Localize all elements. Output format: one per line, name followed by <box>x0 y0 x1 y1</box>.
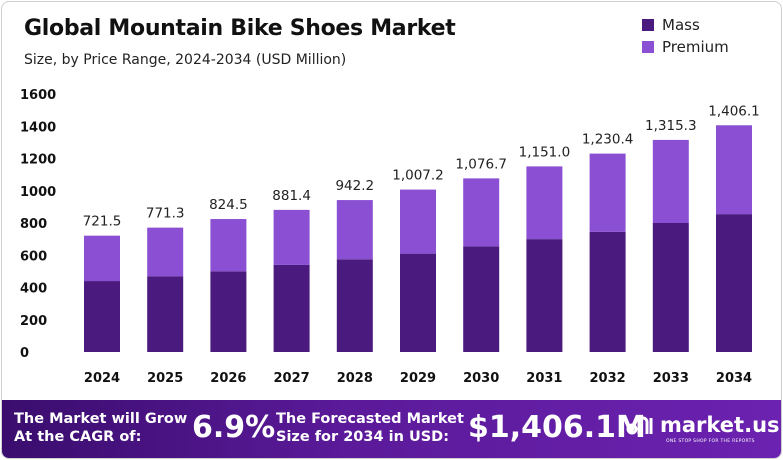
legend-swatch-mass <box>642 19 654 31</box>
x-tick-label-2026: 2026 <box>210 371 246 386</box>
bar-total-label-2034: 1,406.1 <box>708 103 760 119</box>
chart-title: Global Mountain Bike Shoes Market <box>24 16 456 41</box>
x-tick-label-2032: 2032 <box>590 371 626 386</box>
y-tick-label: 200 <box>20 314 47 329</box>
bar-premium-2029 <box>400 189 436 254</box>
legend-label-premium: Premium <box>662 38 729 56</box>
bar-premium-2027 <box>273 209 310 265</box>
bar-total-label-2027: 881.4 <box>272 188 311 204</box>
x-tick-label-2024: 2024 <box>84 371 120 386</box>
bar-total-label-2028: 942.2 <box>335 178 374 194</box>
x-tick-label-2025: 2025 <box>147 371 183 386</box>
bar-mass-2031 <box>526 239 563 352</box>
bar-mass-2024 <box>84 281 120 352</box>
x-tick-label-2033: 2033 <box>653 371 689 386</box>
bar-total-label-2029: 1,007.2 <box>392 168 444 184</box>
bar-total-label-2031: 1,151.0 <box>519 144 571 160</box>
bar-mass-2030 <box>463 246 500 352</box>
legend-label-mass: Mass <box>662 16 700 34</box>
bar-premium-2032 <box>589 153 626 232</box>
y-tick-label: 1600 <box>20 88 56 103</box>
bar-premium-2031 <box>526 166 563 240</box>
bar-premium-2024 <box>84 235 120 282</box>
y-tick-label: 800 <box>20 217 47 232</box>
bar-total-label-2025: 771.3 <box>146 206 185 222</box>
bar-mass-2025 <box>147 276 184 352</box>
bar-mass-2033 <box>652 223 689 352</box>
bar-total-label-2024: 721.5 <box>83 214 122 230</box>
bar-premium-2025 <box>147 227 184 277</box>
bar-premium-2034 <box>716 125 752 215</box>
x-tick-label-2029: 2029 <box>400 371 436 386</box>
cagr-label: The Market will Grow At the CAGR of: <box>14 411 188 445</box>
y-tick-label: 400 <box>20 282 47 297</box>
logo-tagline: ONE STOP SHOP FOR THE REPORTS <box>666 439 755 444</box>
legend: Mass Premium <box>642 14 729 58</box>
legend-swatch-premium <box>642 41 654 53</box>
bar-mass-2032 <box>589 231 626 352</box>
bar-premium-2026 <box>210 219 247 272</box>
cagr-value: 6.9% <box>192 410 276 445</box>
bar-mass-2034 <box>716 214 752 352</box>
market-us-logo-icon <box>626 416 653 435</box>
footer-banner: The Market will Grow At the CAGR of: 6.9… <box>2 400 781 458</box>
chart-subtitle: Size, by Price Range, 2024-2034 (USD Mil… <box>24 52 347 68</box>
legend-item-mass: Mass <box>642 14 729 36</box>
bar-mass-2029 <box>400 253 436 352</box>
forecast-value: $1,406.1M <box>468 410 646 445</box>
bar-premium-2030 <box>463 178 500 247</box>
bar-premium-2033 <box>652 139 689 223</box>
y-tick-label: 1000 <box>20 185 56 200</box>
bar-premium-2028 <box>336 200 373 260</box>
forecast-label: The Forecasted Market Size for 2034 in U… <box>276 411 464 445</box>
x-tick-label-2034: 2034 <box>716 371 752 386</box>
y-tick-label: 600 <box>20 249 47 264</box>
y-tick-label: 1200 <box>20 153 56 168</box>
bar-total-label-2030: 1,076.7 <box>455 156 507 172</box>
x-tick-label-2028: 2028 <box>337 371 373 386</box>
legend-item-premium: Premium <box>642 36 729 58</box>
x-tick-label-2031: 2031 <box>526 371 562 386</box>
logo-text: market.us <box>660 413 780 437</box>
bar-total-label-2026: 824.5 <box>209 197 248 213</box>
bar-mass-2026 <box>210 271 247 352</box>
x-tick-label-2027: 2027 <box>274 371 310 386</box>
x-tick-label-2030: 2030 <box>463 371 499 386</box>
bar-mass-2027 <box>273 264 310 352</box>
bar-total-label-2032: 1,230.4 <box>582 132 634 148</box>
bar-mass-2028 <box>336 259 373 352</box>
y-tick-label: 1400 <box>20 120 56 135</box>
bar-total-label-2033: 1,315.3 <box>645 118 697 134</box>
bar-chart: 1600 1400 1200 1000 800 600 400 200 0 721.5 2024 77… <box>20 88 760 386</box>
y-tick-label: 0 <box>20 346 29 361</box>
market-us-logo: market.us ONE STOP SHOP FOR THE REPORTS <box>626 412 780 444</box>
